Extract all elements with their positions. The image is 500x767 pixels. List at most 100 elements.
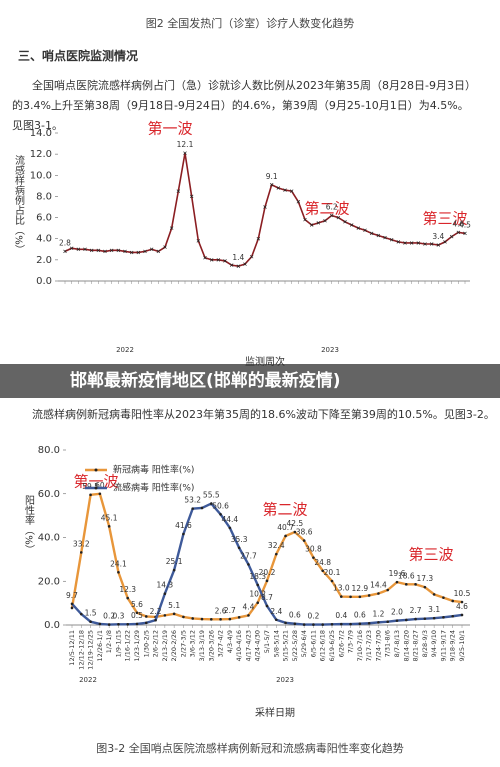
x-tick-label: 7/31-8/6 bbox=[384, 630, 392, 657]
marker bbox=[256, 601, 260, 604]
series-line bbox=[64, 152, 466, 268]
marker bbox=[414, 617, 417, 621]
legend-marker bbox=[94, 486, 98, 490]
x-tick-label: 9/11-9/17 bbox=[439, 630, 447, 662]
data-label: 35.3 bbox=[231, 535, 248, 544]
data-label: 55.5 bbox=[203, 491, 220, 500]
y-tick-label: 80.0 bbox=[38, 445, 60, 456]
marker bbox=[349, 595, 352, 599]
marker bbox=[330, 579, 334, 583]
data-label: 20.2 bbox=[259, 568, 276, 577]
data-label: 0.4 bbox=[335, 611, 347, 620]
marker bbox=[172, 568, 176, 572]
data-label: 25.1 bbox=[166, 557, 183, 566]
marker bbox=[423, 242, 427, 246]
marker bbox=[423, 585, 427, 589]
y-tick-label: 6.0 bbox=[36, 213, 52, 224]
marker bbox=[293, 530, 297, 534]
marker bbox=[96, 248, 101, 253]
paragraph: 流感样病例新冠病毒阳性率从2023年第35周的18.6%波动下降至第39周的10… bbox=[32, 408, 495, 421]
data-label: 38.6 bbox=[296, 528, 313, 537]
data-label: 14.3 bbox=[157, 581, 174, 590]
data-label: 1.4 bbox=[232, 253, 244, 262]
annotation: 第一波 bbox=[73, 473, 118, 491]
x-tick-label: 6/19-6/25 bbox=[328, 630, 336, 662]
marker bbox=[103, 249, 107, 254]
marker bbox=[395, 619, 399, 622]
x-tick-label: 7/3-7/9 bbox=[347, 630, 355, 653]
marker bbox=[236, 264, 241, 268]
data-label: 30.8 bbox=[305, 545, 322, 554]
marker bbox=[163, 592, 167, 596]
data-label: 53.2 bbox=[184, 496, 201, 505]
annotation: 第二波 bbox=[262, 501, 307, 519]
marker bbox=[89, 620, 92, 624]
data-label: 24.1 bbox=[110, 559, 127, 568]
data-label: 18.6 bbox=[398, 571, 415, 580]
y-axis-label: 流感样病例占比（%） bbox=[13, 154, 25, 255]
marker bbox=[144, 615, 148, 618]
data-label: 33.2 bbox=[73, 539, 90, 548]
marker bbox=[404, 618, 408, 622]
annotation: 第三波 bbox=[408, 546, 453, 564]
x-tick-label: 5/8-5/14 bbox=[272, 630, 280, 657]
marker bbox=[265, 604, 269, 608]
annotation: 第一波 bbox=[147, 120, 192, 138]
year-label: 2022 bbox=[79, 676, 97, 684]
marker bbox=[219, 618, 222, 621]
marker bbox=[316, 221, 321, 225]
marker bbox=[339, 622, 343, 626]
y-tick-label: 0.0 bbox=[44, 620, 60, 631]
data-label: 24.8 bbox=[314, 558, 331, 567]
caption: 图2 全国发热门（诊室）诊疗人数变化趋势 bbox=[145, 17, 355, 30]
data-label: 3.1 bbox=[428, 605, 440, 614]
marker bbox=[247, 614, 250, 617]
data-label: 42.5 bbox=[287, 519, 304, 528]
x-tick-label: 9/18-9/24 bbox=[449, 630, 457, 662]
annotation: 第三波 bbox=[422, 210, 467, 228]
x-tick-label: 4/10-4/16 bbox=[235, 630, 243, 662]
marker bbox=[209, 618, 213, 621]
x-tick-label: 7/17-7/23 bbox=[365, 630, 373, 662]
data-label: 12.1 bbox=[177, 140, 194, 149]
x-tick-label: 12/19-12/25 bbox=[87, 630, 95, 670]
marker bbox=[358, 595, 362, 599]
marker bbox=[136, 250, 141, 255]
x-tick-label: 7/10-7/16 bbox=[356, 630, 364, 662]
y-tick-label: 14.0 bbox=[30, 128, 52, 139]
x-tick-label: 7/24-7/30 bbox=[374, 630, 382, 662]
marker bbox=[247, 563, 250, 566]
marker bbox=[123, 249, 127, 254]
marker bbox=[303, 217, 307, 222]
marker bbox=[249, 254, 254, 259]
x-tick-label: 2/6-2/12 bbox=[152, 630, 160, 657]
marker bbox=[176, 189, 181, 193]
data-label: 9.7 bbox=[66, 591, 78, 600]
y-tick-label: 8.0 bbox=[36, 191, 52, 202]
data-label: 0.3 bbox=[112, 611, 124, 620]
marker bbox=[276, 186, 281, 190]
data-label: 5.6 bbox=[131, 600, 143, 609]
data-label: 10.5 bbox=[454, 589, 471, 598]
marker bbox=[302, 539, 306, 542]
marker bbox=[126, 596, 130, 600]
marker bbox=[284, 534, 287, 538]
marker bbox=[98, 492, 102, 496]
data-label: 0.2 bbox=[307, 612, 319, 621]
x-tick-label: 1/30-2/5 bbox=[142, 630, 150, 657]
data-label: 14.4 bbox=[370, 581, 387, 590]
marker bbox=[107, 525, 111, 528]
y-tick-label: 20.0 bbox=[38, 576, 60, 587]
data-label: 9.1 bbox=[266, 172, 278, 181]
data-label: 3.4 bbox=[432, 232, 444, 241]
marker bbox=[451, 614, 455, 618]
x-tick-label: 4/3-4/9 bbox=[226, 630, 234, 653]
data-label: 19.6 bbox=[389, 569, 406, 578]
marker bbox=[369, 231, 374, 236]
data-label: 2.2 bbox=[150, 607, 162, 616]
marker bbox=[172, 612, 176, 616]
marker bbox=[403, 241, 407, 245]
marker bbox=[456, 230, 461, 235]
marker bbox=[223, 259, 227, 263]
